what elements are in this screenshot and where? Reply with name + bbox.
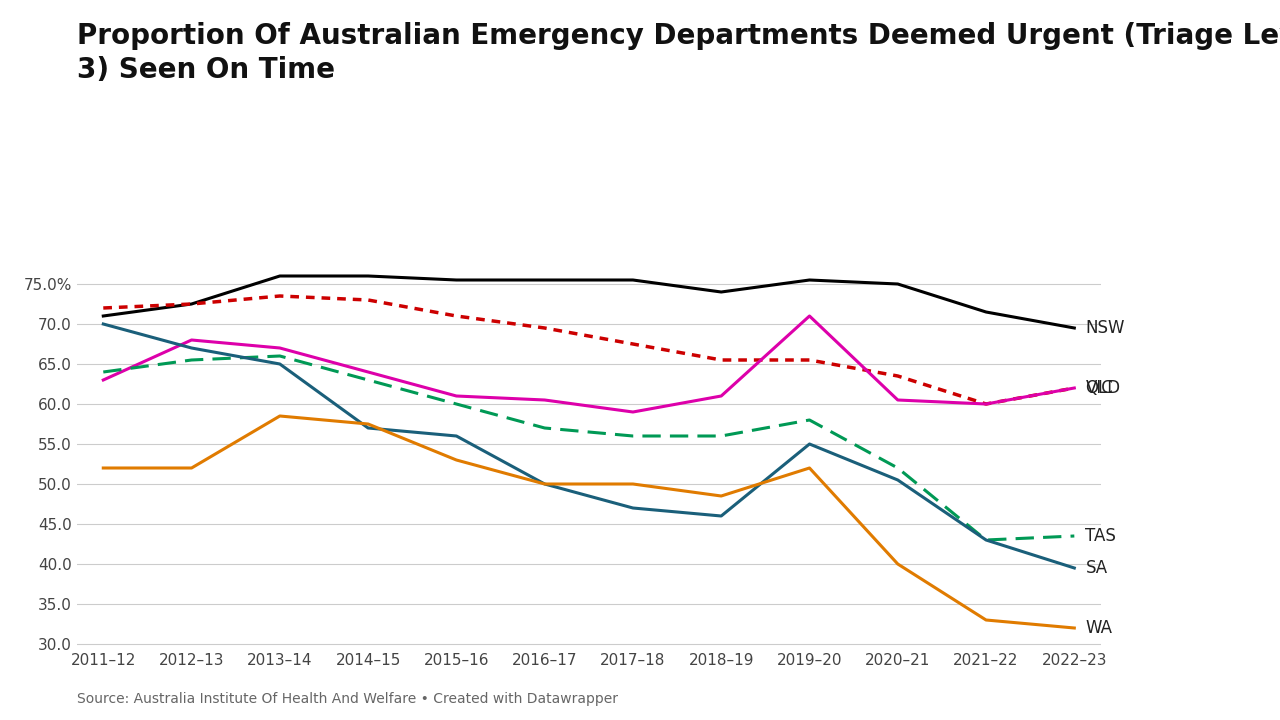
Text: SA: SA	[1085, 559, 1107, 577]
Text: VIC: VIC	[1085, 379, 1114, 397]
Text: WA: WA	[1085, 619, 1112, 637]
Text: TAS: TAS	[1085, 527, 1116, 545]
Text: QLD: QLD	[1085, 379, 1120, 397]
Text: Source: Australia Institute Of Health And Welfare • Created with Datawrapper: Source: Australia Institute Of Health An…	[77, 692, 618, 706]
Text: NSW: NSW	[1085, 319, 1125, 337]
Text: Proportion Of Australian Emergency Departments Deemed Urgent (Triage Level
3) Se: Proportion Of Australian Emergency Depar…	[77, 22, 1280, 84]
